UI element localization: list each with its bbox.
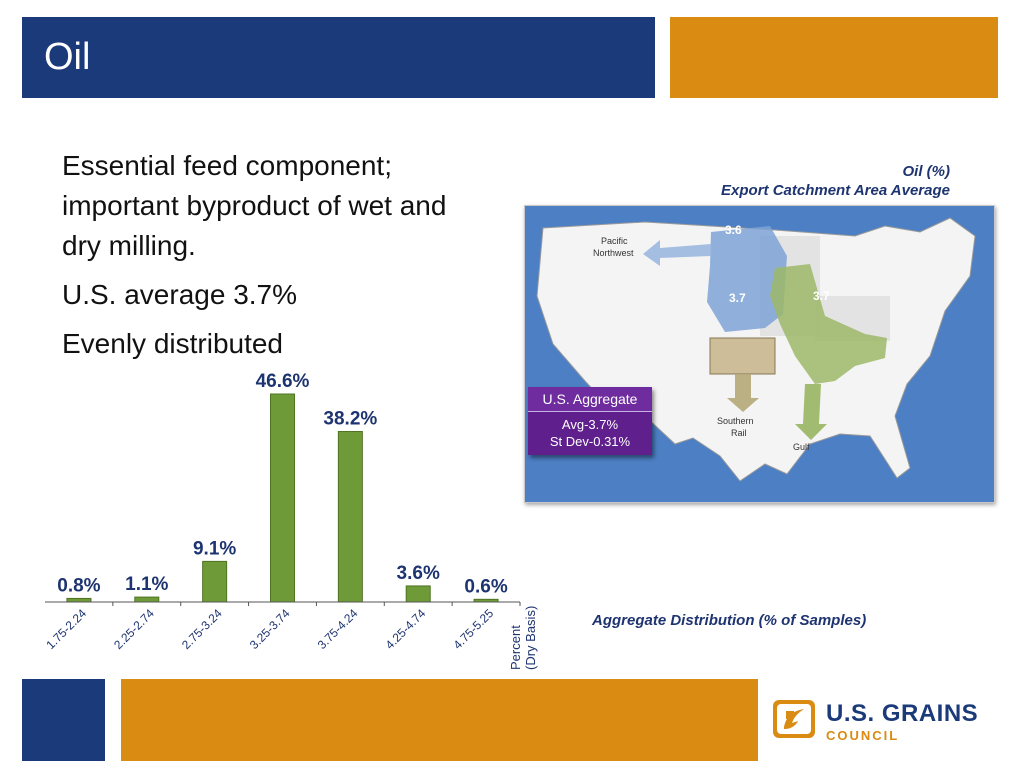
us-map-graphic: Pacific Northwest Southern Rail Gulf 3.6… [536, 217, 976, 482]
bar-4.25-4.74 [405, 585, 431, 603]
x-tick-label: 2.75-3.24 [179, 606, 225, 652]
gulf-arrow-icon [795, 384, 827, 440]
southern-rail-region-label-2: Rail [731, 428, 747, 438]
gulf-catchment [770, 264, 887, 384]
bar-2.25-2.74 [134, 596, 160, 603]
us-aggregate-box: U.S. Aggregate Avg-3.7% St Dev-0.31% [528, 387, 652, 455]
pnw-arrow-icon [643, 240, 711, 266]
title-accent-block [670, 17, 998, 98]
southern-rail-value: 3.7 [729, 291, 746, 305]
data-label-2.75-3.24: 9.1% [193, 538, 236, 559]
x-axis-label-unit: (Dry Basis) [523, 606, 538, 670]
bullet-item: Essential feed component; important bypr… [62, 150, 447, 261]
gulf-region-label: Gulf [793, 442, 810, 452]
footer-orange-block [121, 679, 758, 761]
x-tick-label: 3.75-4.24 [315, 606, 361, 652]
footer-blue-block [22, 679, 105, 761]
data-label-1.75-2.24: 0.8% [57, 575, 100, 596]
bullet-item: U.S. average 3.7% [62, 279, 298, 310]
pnw-catchment [707, 226, 787, 332]
gulf-value: 3.7 [813, 289, 830, 303]
map-caption: Oil (%) Export Catchment Area Average [560, 162, 950, 200]
southern-rail-region-label: Southern [717, 416, 754, 426]
x-tick-label: 1.75-2.24 [43, 606, 89, 652]
aggregate-heading: U.S. Aggregate [528, 387, 652, 412]
aggregate-stdev: St Dev-0.31% [549, 434, 631, 449]
x-tick-label: 3.25-3.74 [247, 606, 293, 652]
title-bar [22, 17, 655, 98]
us-map: Pacific Northwest Southern Rail Gulf 3.6… [524, 205, 995, 503]
distribution-bar-chart: 0.8% 1.1% 9.1% 46.6% 38.2% 3.6% 0.6% 1.75-2.24… [43, 371, 538, 670]
x-ticks-layer: 1.75-2.24 2.25-2.74 2.75-3.24 3.25-3.74 3.75… [43, 602, 521, 652]
southern-rail-block [709, 337, 776, 375]
data-label-3.75-4.24: 38.2% [323, 408, 377, 429]
bullet-item: Evenly distributed [62, 328, 284, 359]
aggregate-avg: Avg-3.7% [561, 417, 619, 432]
bars-layer: 0.8% 1.1% 9.1% 46.6% 38.2% 3.6% 0.6% [57, 371, 508, 603]
data-label-3.25-3.74: 46.6% [256, 371, 310, 392]
pnw-region-label-2: Northwest [593, 248, 634, 258]
slide-title: Oil [44, 36, 91, 78]
southern-rail-arrow-icon [727, 374, 759, 412]
data-label-4.75-5.25: 0.6% [464, 576, 507, 597]
x-tick-label: 4.25-4.74 [383, 606, 429, 652]
aggregate-body: Avg-3.7% St Dev-0.31% [528, 412, 652, 450]
map-caption-line1: Oil (%) [902, 163, 951, 180]
map-caption-line2: Export Catchment Area Average [721, 182, 950, 199]
data-label-2.25-2.74: 1.1% [125, 574, 168, 595]
x-tick-label: 2.25-2.74 [111, 606, 157, 652]
x-axis-label: Percent [508, 625, 523, 670]
logo-text-secondary: COUNCIL [826, 728, 900, 743]
x-tick-label: 4.75-5.25 [450, 606, 496, 652]
chart-title: Aggregate Distribution (% of Samples) [592, 612, 867, 629]
bar-3.75-4.24 [337, 430, 363, 603]
bar-3.25-3.74 [270, 393, 295, 603]
logo-text-primary: U.S. GRAINS [826, 700, 979, 727]
grains-council-logo-icon [773, 700, 815, 738]
data-label-4.25-4.74: 3.6% [397, 563, 440, 584]
bullet-list: Essential feed component; important bypr… [62, 146, 482, 373]
pnw-region-label: Pacific [601, 236, 628, 246]
bar-1.75-2.24 [66, 597, 92, 603]
bar-2.75-3.24 [202, 560, 228, 603]
pnw-value: 3.6 [725, 223, 742, 237]
